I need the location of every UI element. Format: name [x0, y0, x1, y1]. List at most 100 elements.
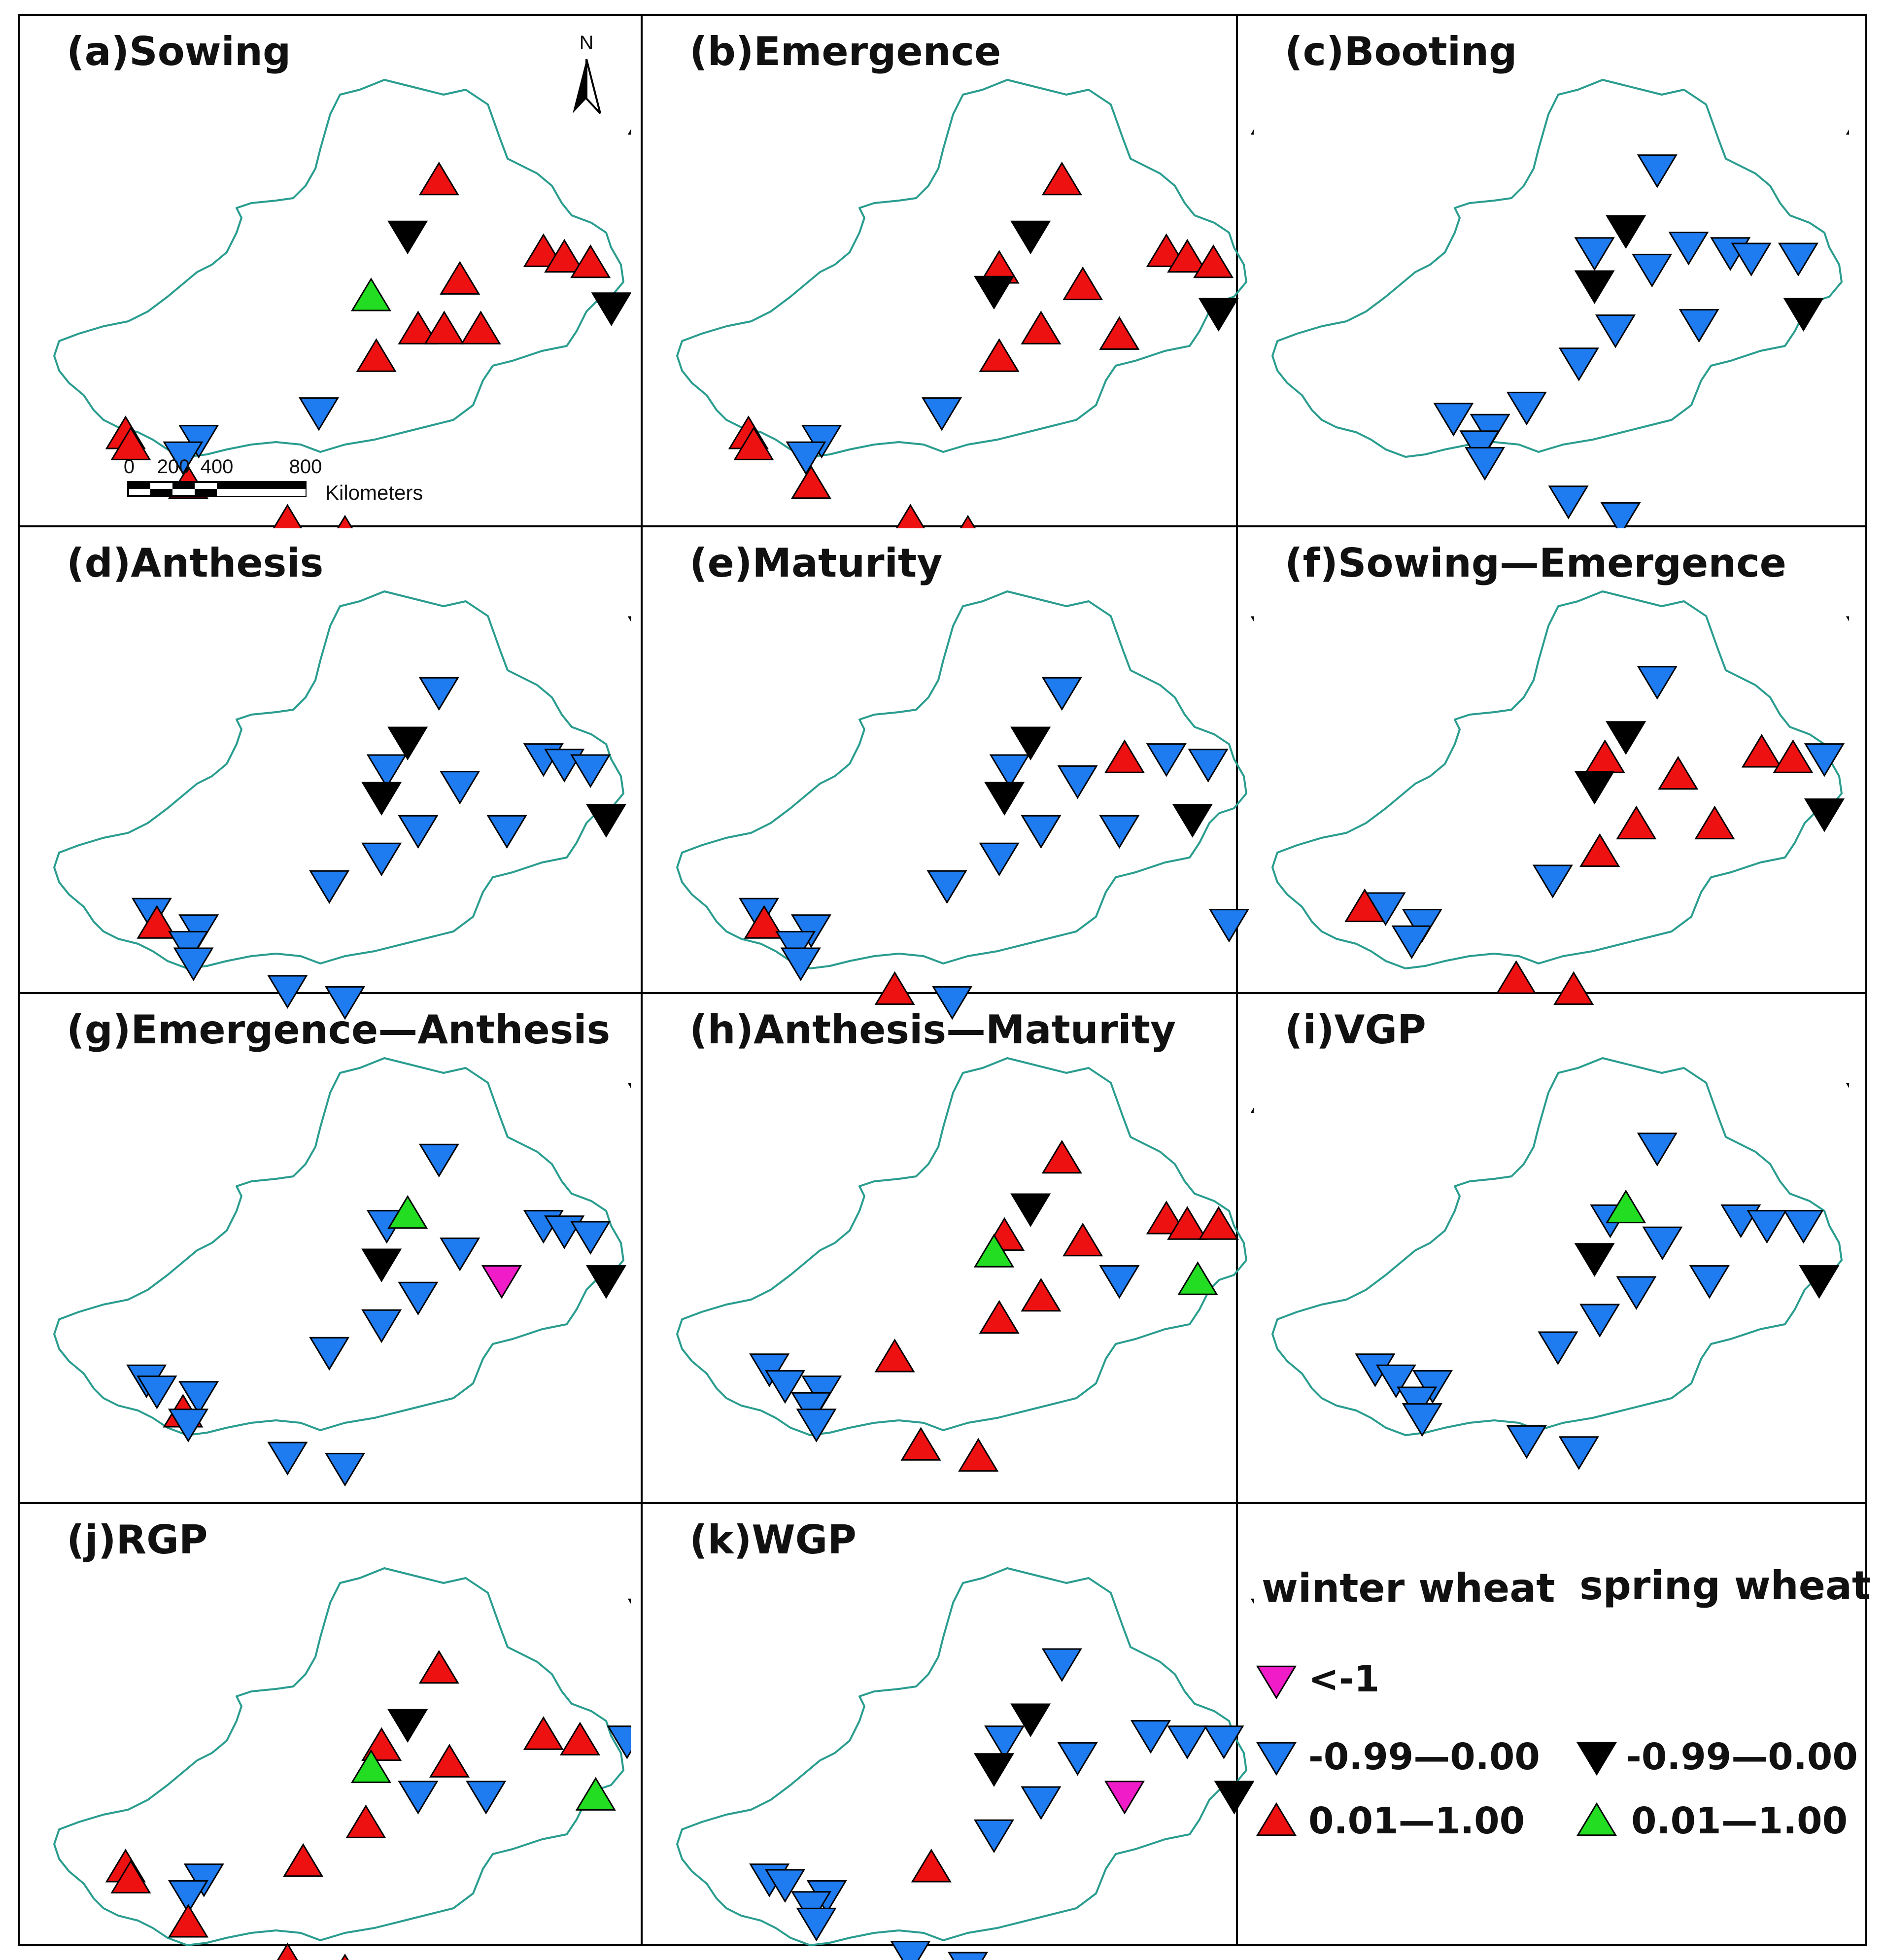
station-marker-red-up-triangle [1584, 739, 1625, 773]
map-panel-j: (j)RGP [53, 1517, 933, 1960]
scale-tick-400: 400 [201, 456, 234, 478]
station-marker-blue-down-triangle [1375, 1364, 1416, 1399]
scale-tick-200: 200 [157, 456, 190, 478]
legend-symbol-red-up-triangle [1256, 1802, 1297, 1836]
station-marker-red-up-triangle [559, 1721, 601, 1755]
station-marker-blue-down-triangle [1203, 1725, 1244, 1759]
station-marker-blue-down-triangle [1632, 253, 1673, 288]
station-marker-blue-down-triangle [486, 815, 527, 849]
station-marker-black-down-triangle [1574, 270, 1615, 304]
station-marker-blue-down-triangle [984, 1725, 1025, 1759]
station-marker-black-down-triangle [585, 1265, 627, 1299]
station-marker-red-up-triangle [1309, 1373, 1347, 1405]
station-marker-black-down-triangle [1606, 721, 1646, 755]
station-marker-red-up-triangle [681, 428, 719, 459]
station-marker-red-up-triangle [345, 1804, 386, 1838]
legend-symbol-black-down-triangle [1576, 1742, 1617, 1776]
station-marker-red-up-triangle [1062, 1222, 1103, 1257]
station-marker-blue-down-triangle [1679, 309, 1719, 343]
station-marker-black-down-triangle [1010, 1193, 1051, 1227]
legend-label-below-minus-one: <-1 [1308, 1658, 1379, 1700]
station-marker-blue-down-triangle [890, 1941, 931, 1960]
station-marker-red-up-triangle [1694, 805, 1735, 840]
station-marker-black-down-triangle [627, 1598, 631, 1604]
station-marker-blue-down-triangle [1099, 1265, 1140, 1299]
station-marker-blue-down-triangle [1506, 391, 1547, 426]
station-marker-black-down-triangle [1010, 1703, 1051, 1737]
scale-unit-label: Kilometers [325, 481, 423, 504]
station-marker-blue-down-triangle [764, 1869, 806, 1903]
station-marker-black-down-triangle [1508, 266, 1546, 297]
station-marker-blue-down-triangle [796, 1409, 837, 1443]
station-marker-green-up-triangle [895, 1762, 933, 1793]
station-marker-blue-down-triangle [1668, 232, 1709, 266]
legend-spring-wheat-header: spring wheat [1579, 1563, 1871, 1609]
station-marker-blue-down-triangle [1208, 909, 1250, 943]
station-marker-red-up-triangle [790, 465, 832, 499]
station-marker-blue-down-triangle [1595, 314, 1636, 348]
station-marker-blue-down-triangle [790, 1392, 832, 1426]
station-marker-red-up-triangle [1167, 239, 1208, 273]
station-marker-blue-down-triangle [1391, 925, 1432, 960]
station-marker-blue-down-triangle [1365, 892, 1406, 926]
station-marker-blue-down-triangle [1464, 447, 1506, 481]
legend-label-spring-negative: -0.99—0.00 [1626, 1736, 1858, 1778]
legend-symbol-pink-down-triangle [1256, 1665, 1297, 1700]
station-marker-red-up-triangle [1658, 756, 1699, 790]
station-marker-black-down-triangle [901, 783, 939, 814]
station-marker-blue-down-triangle [932, 986, 973, 1020]
station-marker-red-up-triangle [895, 504, 925, 528]
station-marker-blue-down-triangle [163, 441, 204, 476]
station-marker-red-up-triangle [273, 504, 303, 528]
station-marker-blue-down-triangle [1506, 1425, 1547, 1459]
station-marker-black-down-triangle [660, 249, 698, 280]
station-marker-blue-down-triangle [324, 986, 366, 1020]
station-marker-black-down-triangle [660, 755, 698, 787]
station-marker-red-up-triangle [733, 426, 774, 460]
station-marker-black-down-triangle [387, 1709, 428, 1743]
station-marker-green-up-triangle [627, 129, 631, 135]
panel-title-b: (b)Emergence [689, 29, 1001, 74]
station-marker-blue-down-triangle [607, 1725, 631, 1759]
station-marker-green-up-triangle [1177, 1261, 1218, 1295]
station-marker-blue-down-triangle [1041, 1648, 1082, 1682]
station-marker-red-up-triangle [544, 239, 585, 273]
station-marker-green-up-triangle [1846, 129, 1849, 135]
station-marker-blue-down-triangle [1637, 154, 1678, 188]
station-marker-blue-down-triangle [324, 1452, 366, 1487]
station-marker-red-up-triangle [1104, 739, 1145, 773]
station-marker-red-up-triangle [110, 1859, 151, 1893]
legend-label-winter-negative: -0.99—0.00 [1308, 1736, 1540, 1778]
station-marker-blue-down-triangle [1558, 1436, 1599, 1470]
station-marker-black-down-triangle [901, 299, 939, 330]
station-marker-blue-down-triangle [947, 1952, 989, 1960]
panel-grid-frame [18, 14, 1867, 1946]
station-marker-red-up-triangle [523, 1716, 564, 1750]
station-marker-green-up-triangle [880, 1745, 918, 1777]
station-marker-black-down-triangle [1873, 243, 1885, 275]
station-marker-red-up-triangle [1496, 960, 1537, 994]
station-marker-blue-down-triangle [1470, 413, 1510, 448]
station-marker-blue-down-triangle [926, 870, 967, 904]
station-marker-blue-down-triangle [681, 1870, 719, 1901]
station-marker-blue-down-triangle [570, 1221, 611, 1255]
station-marker-black-down-triangle [1799, 1265, 1840, 1299]
station-marker-green-up-triangle [885, 274, 923, 305]
station-marker-blue-down-triangle [418, 1143, 459, 1178]
station-marker-red-up-triangle [277, 1942, 298, 1960]
station-marker-black-down-triangle [880, 766, 918, 797]
station-marker-red-up-triangle [1099, 316, 1140, 350]
station-marker-black-down-triangle [387, 726, 428, 760]
station-marker-blue-down-triangle [366, 754, 407, 788]
north-label: N [580, 32, 594, 54]
station-marker-blue-down-triangle [1397, 1386, 1438, 1420]
legend-item-winter-positive: 0.01—1.00 [1256, 1800, 1525, 1842]
station-marker-blue-down-triangle [973, 1819, 1015, 1854]
station-marker-red-up-triangle [341, 1953, 349, 1960]
station-marker-green-up-triangle [1372, 768, 1410, 800]
region-boundary [1271, 1057, 1843, 1436]
station-marker-red-up-triangle [874, 1339, 915, 1373]
station-marker-red-up-triangle [958, 1438, 999, 1472]
station-marker-black-down-triangle [880, 1233, 918, 1264]
